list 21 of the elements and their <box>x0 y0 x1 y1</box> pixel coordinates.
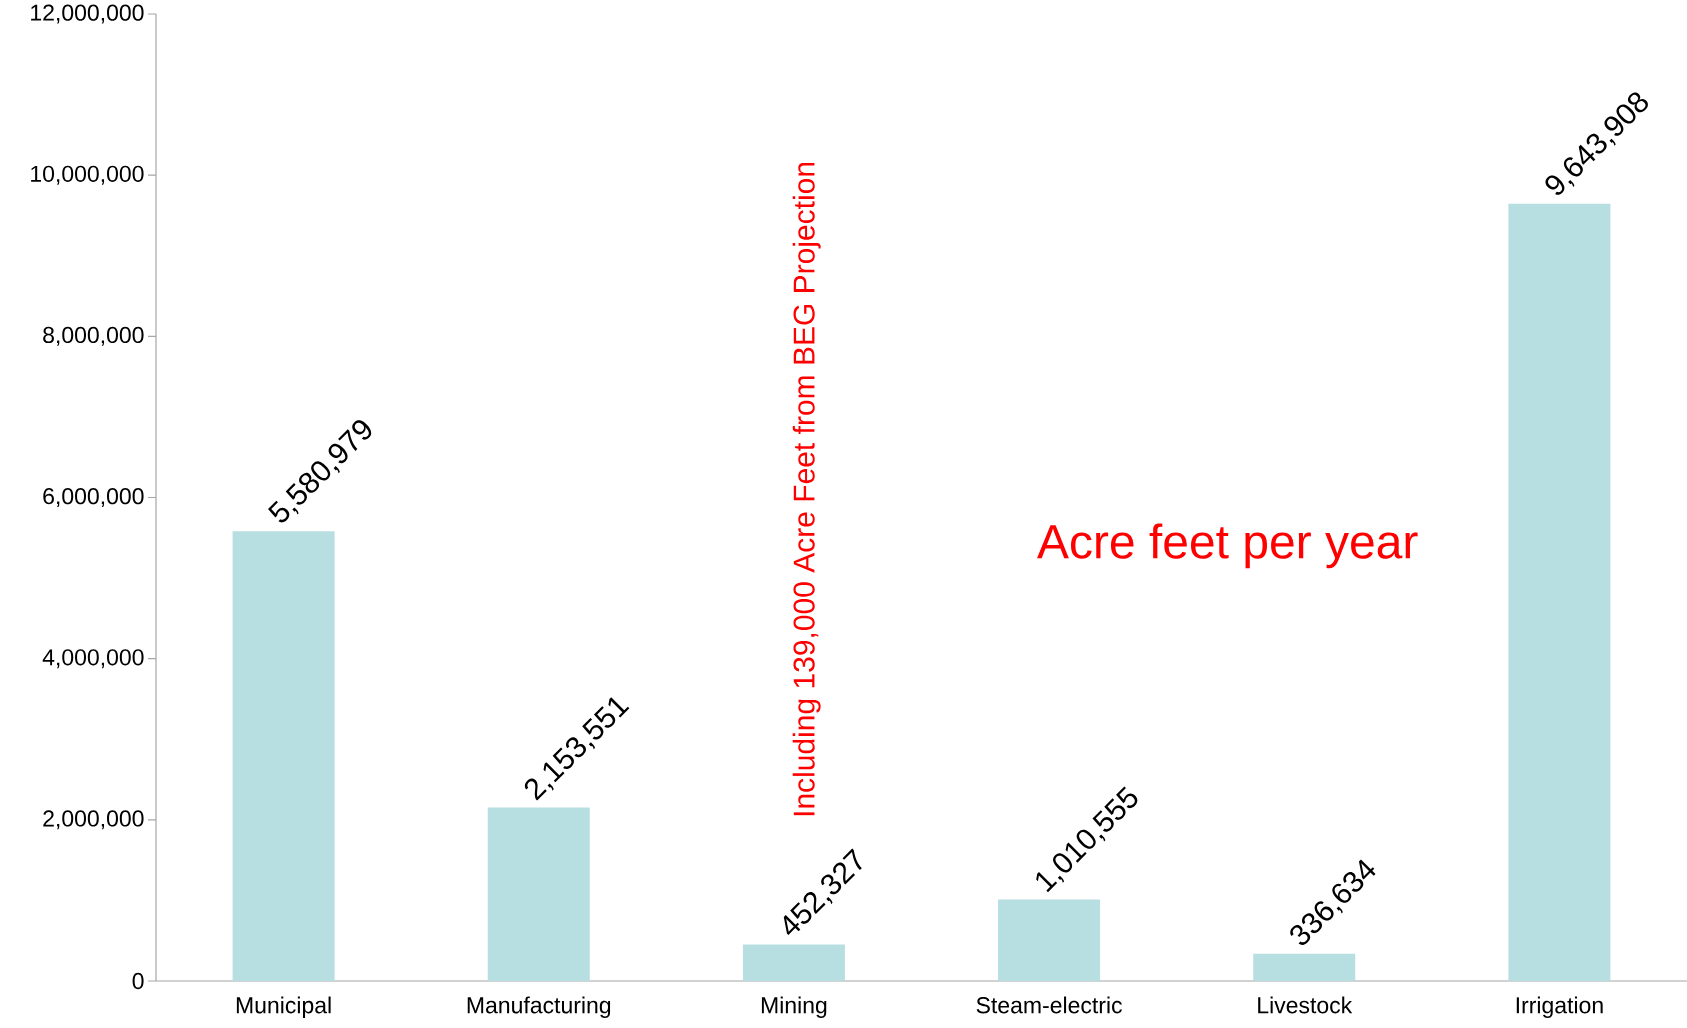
bar <box>742 944 845 981</box>
bar <box>1508 203 1611 981</box>
x-tick-label: Irrigation <box>1516 996 1603 1018</box>
x-tick-label: Mining <box>761 996 827 1018</box>
x-tick-label: Steam-electric <box>976 996 1122 1014</box>
x-tick-label: Municipal <box>236 996 331 1018</box>
bar <box>232 531 335 981</box>
bar <box>487 807 590 981</box>
bar <box>998 899 1101 981</box>
y-tick-label: 12,000,000 <box>31 4 144 24</box>
annotation: Acre feet per year <box>1037 523 1418 569</box>
y-tick-label: 2,000,000 <box>43 810 144 830</box>
y-tick-label: 8,000,000 <box>43 326 144 346</box>
y-tick-label: 10,000,000 <box>31 165 144 185</box>
y-tick-label: 6,000,000 <box>43 487 144 507</box>
annotation: Including 139,000 Acre Feet from BEG Projection <box>792 162 821 816</box>
x-tick-label: Manufacturing <box>467 996 611 1018</box>
bar <box>1253 953 1356 981</box>
x-tick-label: Livestock <box>1258 996 1353 1014</box>
y-tick-label: 0 <box>132 972 144 990</box>
y-tick-label: 4,000,000 <box>42 649 144 669</box>
